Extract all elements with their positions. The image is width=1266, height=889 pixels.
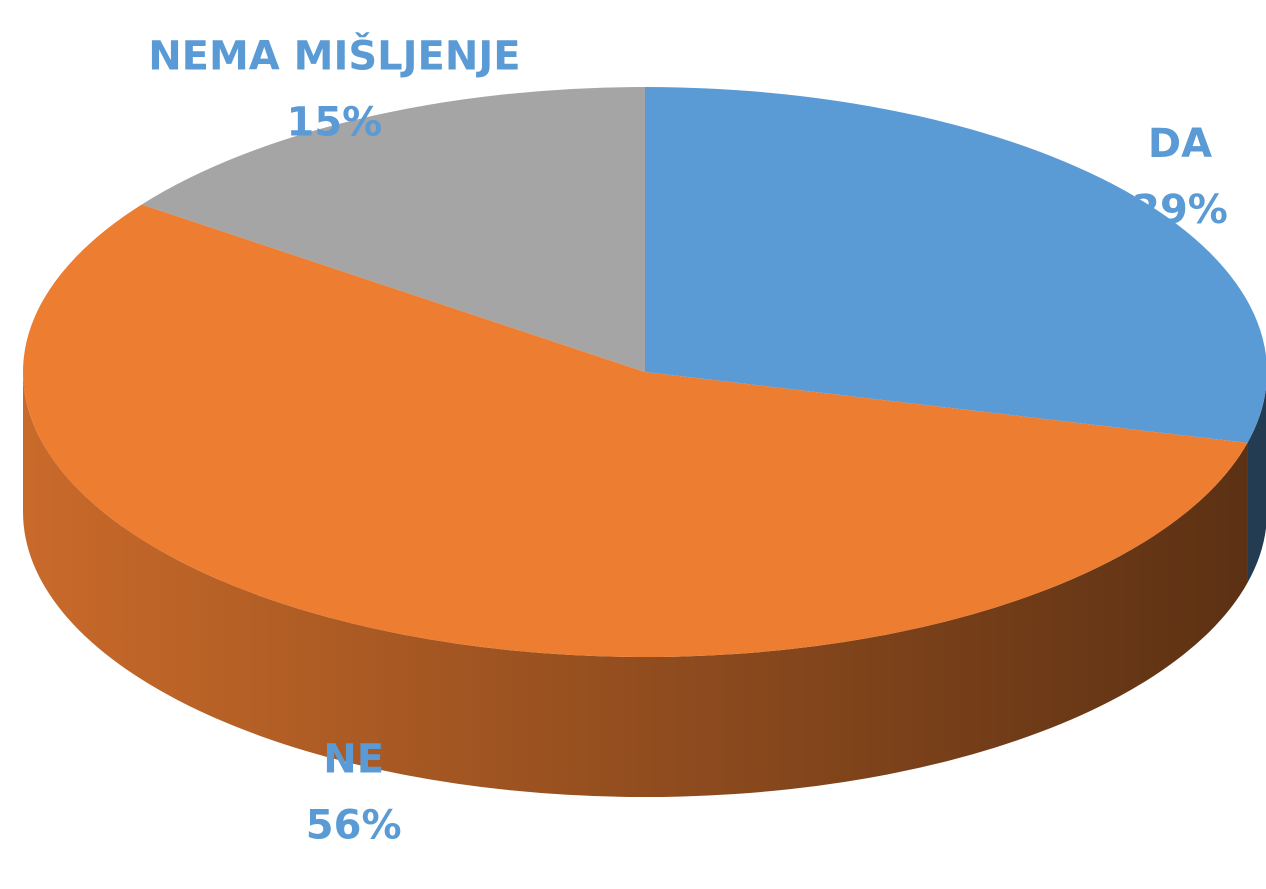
slice: [645, 87, 1266, 443]
value-label: 29%: [1132, 187, 1228, 233]
slice: [22, 204, 1248, 657]
slice-side: [23, 372, 1248, 797]
value-label: 56%: [306, 803, 402, 849]
category-label: DA: [1148, 121, 1212, 167]
slice: [141, 87, 645, 372]
category-label: NEMA MIŠLJENJE: [148, 32, 520, 80]
slice-side: [1247, 387, 1266, 583]
category-label: NE: [323, 737, 384, 783]
value-label: 15%: [287, 100, 383, 146]
